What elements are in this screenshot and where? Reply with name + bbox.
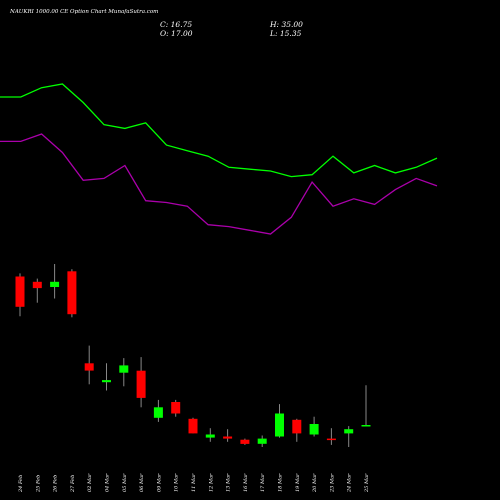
x-tick-label: 16 Mar — [243, 473, 249, 492]
x-tick-label: 06 Mar — [139, 473, 145, 492]
candle-body — [67, 271, 77, 315]
candle-body — [292, 419, 302, 434]
candle-body — [171, 402, 181, 414]
candle-body — [309, 424, 319, 435]
candle-body — [32, 281, 42, 289]
x-tick-label: 24 Mar — [347, 473, 353, 493]
x-tick-label: 13 Mar — [226, 473, 232, 492]
close-readout: C: 16.75 — [160, 20, 192, 29]
x-tick-label: 17 Mar — [260, 473, 266, 492]
candle-body — [50, 281, 60, 287]
high-readout: H: 35.00 — [269, 20, 303, 29]
candle-body — [326, 438, 336, 441]
candle-body — [223, 436, 233, 439]
candle-body — [205, 434, 215, 438]
candle-body — [119, 365, 129, 373]
candlestick-series — [15, 264, 371, 447]
x-tick-label: 27 Feb — [70, 475, 76, 493]
candle-body — [257, 438, 267, 444]
x-tick-label: 04 Mar — [105, 473, 111, 492]
x-tick-label: 25 Feb — [35, 475, 41, 493]
candle-body — [102, 380, 111, 383]
x-tick-label: 20 Mar — [312, 473, 318, 493]
x-tick-label: 12 Mar — [208, 473, 214, 492]
candle-body — [240, 439, 250, 444]
candle-body — [153, 407, 163, 418]
x-tick-label: 18 Mar — [278, 473, 284, 492]
indicator-line-2 — [0, 133, 438, 235]
candle-body — [188, 418, 198, 434]
x-tick-label: 02 Mar — [87, 473, 93, 492]
x-tick-label: 10 Mar — [174, 473, 180, 492]
low-readout: L: 15.35 — [269, 29, 302, 38]
x-tick-label: 19 Mar — [295, 473, 301, 492]
candle-body — [344, 429, 354, 434]
indicator-lines — [0, 83, 438, 235]
candle-body — [136, 370, 146, 398]
x-tick-label: 11 Mar — [191, 473, 197, 492]
open-readout: O: 17.00 — [160, 29, 193, 38]
x-tick-label: 26 Feb — [53, 475, 59, 493]
candle-body — [275, 413, 284, 437]
x-tick-label: 05 Mar — [122, 473, 128, 492]
chart-title: NAUKRI 1000.00 CE Option Chart MunafaSut… — [9, 9, 158, 15]
candle-body — [84, 363, 94, 371]
x-axis-ticks: 24 Feb 25 Feb 26 Feb 27 Feb 02 Mar 04 Mar 05 M… — [18, 473, 370, 493]
x-tick-label: 25 Mar — [364, 473, 370, 493]
x-tick-label: 09 Mar — [156, 473, 162, 492]
x-tick-label: 23 Mar — [329, 473, 335, 493]
candle-body — [15, 276, 25, 307]
x-tick-label: 24 Feb — [18, 475, 24, 493]
candle-body — [361, 425, 371, 427]
indicator-line-1 — [0, 83, 438, 178]
